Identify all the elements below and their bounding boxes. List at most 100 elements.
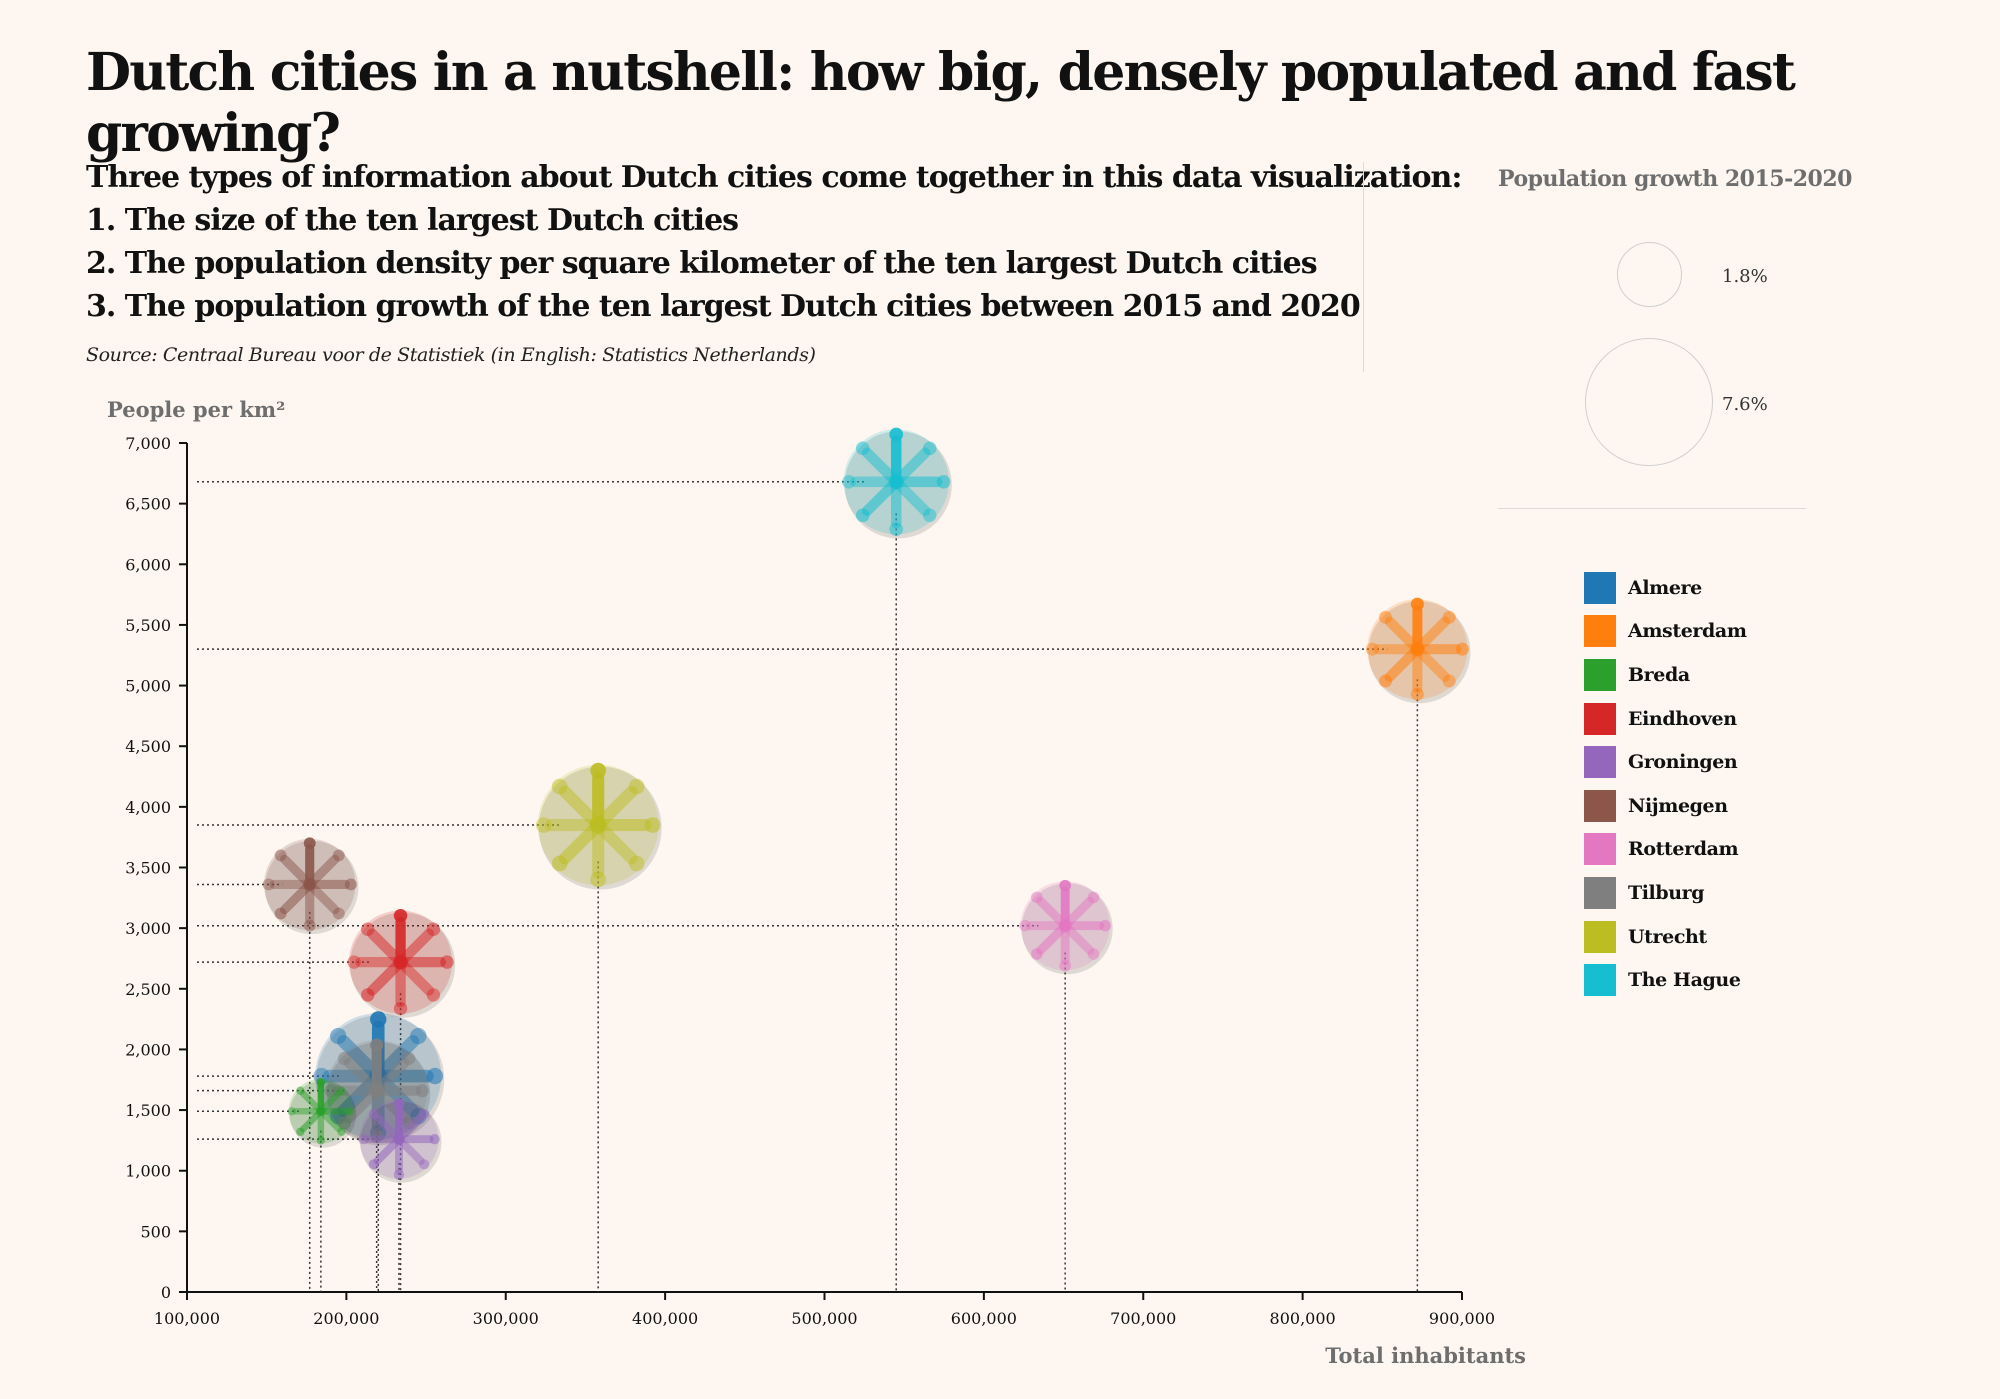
y-tick-label: 1,500 [125, 1101, 171, 1120]
person-head [1059, 879, 1071, 892]
city-bubble [535, 762, 662, 890]
person-head [410, 1027, 427, 1045]
person-head [303, 837, 316, 850]
bubble-center [303, 878, 317, 891]
legend-label: Nijmegen [1628, 794, 1728, 817]
person-head [628, 855, 645, 872]
legend-item: Almere [1584, 566, 1747, 610]
bubble-center [316, 1106, 326, 1116]
city-bubble [287, 1077, 357, 1148]
person-head [1365, 642, 1379, 656]
person-head [303, 919, 316, 932]
person-head [415, 1084, 429, 1098]
legend-swatch [1584, 658, 1616, 691]
intro-text: Three types of information about Dutch c… [86, 156, 1462, 328]
x-axis-title: Total inhabitants [1325, 1343, 1526, 1368]
legend-swatch [1584, 789, 1616, 822]
bubble-center [589, 816, 607, 834]
person-head [419, 1159, 430, 1170]
person-head [393, 1169, 405, 1180]
legend-swatch [1584, 876, 1616, 909]
person-head [1031, 891, 1043, 904]
person-head [644, 817, 661, 833]
y-tick-label: 4,500 [125, 737, 171, 756]
legend-label: Rotterdam [1628, 838, 1739, 861]
legend-swatch [1584, 833, 1616, 866]
person-head [368, 1108, 379, 1120]
y-tick-label: 3,500 [125, 859, 171, 878]
person-head [1059, 960, 1071, 972]
person-head [274, 907, 287, 920]
legend-label: Tilburg [1628, 881, 1705, 904]
legend-label: Breda [1628, 663, 1690, 686]
person-head [344, 878, 357, 891]
x-tick-label: 600,000 [951, 1309, 1017, 1328]
person-head [337, 1086, 346, 1095]
person-head [922, 441, 937, 456]
person-head [296, 1086, 305, 1095]
legend-item: The Hague [1584, 958, 1747, 1002]
x-tick-label: 800,000 [1270, 1309, 1336, 1328]
person-head [426, 922, 441, 936]
person-head [1410, 687, 1424, 701]
person-head [262, 878, 275, 891]
y-tick-label: 6,000 [125, 555, 171, 574]
x-tick-label: 100,000 [154, 1309, 220, 1328]
source-note: Source: Centraal Bureau voor de Statisti… [86, 344, 816, 366]
city-bubble [842, 427, 952, 539]
legend-swatch [1584, 746, 1616, 779]
person-head [368, 1159, 379, 1170]
person-head [296, 1127, 305, 1137]
city-bubble [358, 1098, 442, 1183]
legend-swatch [1584, 615, 1616, 648]
person-head [332, 907, 345, 920]
y-tick-label: 5,000 [125, 677, 171, 696]
bubble-center [393, 1133, 405, 1145]
legend-label: Eindhoven [1628, 707, 1737, 730]
person-head [361, 988, 375, 1002]
x-tick-label: 400,000 [632, 1309, 698, 1328]
person-head [1410, 597, 1424, 611]
person-head [1442, 610, 1456, 624]
y-tick-label: 7,000 [125, 434, 171, 453]
legend-label: Amsterdam [1628, 620, 1747, 643]
person-head [889, 522, 904, 537]
legend-item: Amsterdam [1584, 610, 1747, 654]
y-tick-label: 5,500 [125, 616, 171, 635]
legend-swatch [1584, 920, 1616, 953]
y-axis-title: People per km² [107, 397, 285, 422]
x-tick-label: 200,000 [313, 1309, 379, 1328]
person-head [1031, 948, 1043, 960]
person-head [551, 855, 568, 872]
city-bubble [262, 837, 359, 935]
bubble-center [888, 474, 904, 490]
legend-swatch [1584, 702, 1616, 735]
y-tick-label: 1,000 [125, 1162, 171, 1181]
person-head [1442, 674, 1456, 688]
person-head [590, 871, 607, 888]
y-tick-label: 2,000 [125, 1040, 171, 1059]
legend-item: Eindhoven [1584, 697, 1747, 741]
legend-item: Tilburg [1584, 871, 1747, 915]
city-bubble [1019, 879, 1113, 975]
person-head [1379, 610, 1393, 624]
size-legend-label-small: 1.8% [1722, 266, 1768, 287]
person-head [426, 988, 441, 1002]
person-head [337, 1116, 352, 1130]
person-head [332, 849, 345, 862]
person-head [419, 1108, 430, 1120]
person-head [393, 1098, 405, 1109]
bubble-center [369, 1083, 384, 1098]
person-head [628, 778, 645, 795]
intro-line: Three types of information about Dutch c… [86, 160, 1462, 195]
person-head [274, 849, 287, 862]
size-legend-circle-large [1585, 338, 1713, 466]
bubble-center [393, 954, 408, 970]
person-head [922, 508, 937, 523]
person-head [393, 1001, 408, 1016]
bubble-center [1410, 642, 1425, 657]
legend-item: Nijmegen [1584, 784, 1747, 828]
person-head [370, 1038, 384, 1052]
divider [1498, 508, 1806, 509]
